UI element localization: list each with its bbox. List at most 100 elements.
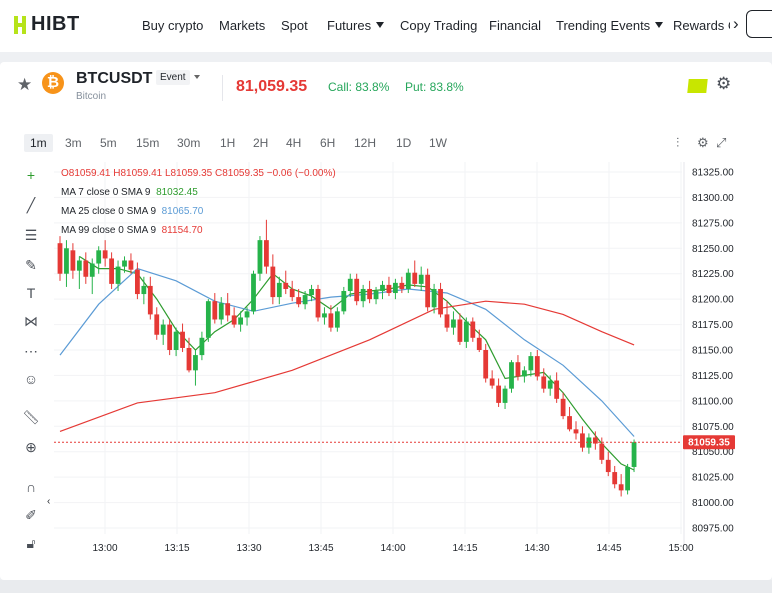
magnet-icon[interactable]: ∩ xyxy=(25,479,37,495)
candle-body-up xyxy=(89,263,95,277)
candle-body-up xyxy=(380,284,385,292)
ma25-legend: MA 25 close 0 SMA 9 81065.70 xyxy=(61,206,203,217)
nav-futures[interactable]: Futures xyxy=(327,18,385,33)
x-tick-label: 14:45 xyxy=(596,543,621,554)
nav-trending-events[interactable]: Trending Events xyxy=(556,18,664,33)
tf-1w[interactable]: 1W xyxy=(429,136,447,150)
candle-body-up xyxy=(547,380,553,389)
ma7-label: MA 7 close 0 SMA 9 xyxy=(61,187,151,198)
tf-30m[interactable]: 30m xyxy=(177,136,201,150)
candle-body-down xyxy=(567,416,572,430)
candle-body-up xyxy=(334,311,340,328)
nav-rewards[interactable]: Rewards C xyxy=(673,18,730,33)
tf-1h[interactable]: 1H xyxy=(220,136,236,150)
bottom-strip xyxy=(0,580,772,593)
symbol-name[interactable]: BTCUSDT xyxy=(76,70,153,87)
candle-body-down xyxy=(515,362,521,377)
candle-body-up xyxy=(522,370,527,377)
candle-body-down xyxy=(554,380,560,399)
lock-icon[interactable]: 🔓︎ xyxy=(26,535,36,551)
ma7-legend: MA 7 close 0 SMA 9 81032.45 xyxy=(61,187,198,198)
tf-3m[interactable]: 3m xyxy=(65,136,82,150)
ruler-icon[interactable]: 📏︎ xyxy=(22,409,40,425)
asset-name: Bitcoin xyxy=(76,91,107,102)
candle-body-up xyxy=(509,362,514,389)
candle-body-up xyxy=(631,442,637,467)
ma25-label: MA 25 close 0 SMA 9 xyxy=(61,206,157,217)
candle-body-up xyxy=(451,319,456,328)
candle-body-up xyxy=(141,285,147,295)
tf-1d[interactable]: 1D xyxy=(396,136,412,150)
chevron-down-icon xyxy=(376,22,385,28)
tf-15m[interactable]: 15m xyxy=(136,136,160,150)
nav-financial[interactable]: Financial xyxy=(489,18,542,33)
brush-icon[interactable]: ✎ xyxy=(25,257,37,273)
candle-body-down xyxy=(541,376,547,389)
nav-spot[interactable]: Spot xyxy=(281,18,308,33)
tf-12h[interactable]: 12H xyxy=(354,136,377,150)
search-box[interactable] xyxy=(746,10,772,38)
y-tick-label: 81150.00 xyxy=(692,346,733,357)
chart-settings-icon[interactable]: ⚙ xyxy=(697,135,709,150)
candle-body-down xyxy=(599,443,605,460)
last-price-tag xyxy=(683,435,735,450)
nav-copy-trading[interactable]: Copy Trading xyxy=(400,18,478,33)
gear-icon[interactable]: ⚙ xyxy=(716,74,732,93)
candle-body-down xyxy=(412,272,418,284)
put-percentage: Put: 83.8% xyxy=(405,80,464,94)
y-tick-label: 81000.00 xyxy=(692,498,734,509)
tf-4h[interactable]: 4H xyxy=(286,136,302,150)
y-tick-label: 81200.00 xyxy=(692,295,734,306)
y-tick-label: 81100.00 xyxy=(692,396,733,407)
nav-buy-crypto[interactable]: Buy crypto xyxy=(142,18,204,33)
hibt-logo[interactable]: HIBT xyxy=(14,13,80,36)
y-tick-label: 81300.00 xyxy=(692,193,734,204)
tf-5m[interactable]: 5m xyxy=(100,136,117,150)
candle-body-up xyxy=(625,466,630,491)
trendline-icon[interactable]: ╱ xyxy=(26,197,36,213)
candle-body-down xyxy=(147,285,153,315)
indicators-icon[interactable]: ⫶ xyxy=(676,135,680,150)
ma99-label: MA 99 close 0 SMA 9 xyxy=(61,225,157,236)
ma99-legend: MA 99 close 0 SMA 9 81154.70 xyxy=(61,225,203,236)
call-percentage: Call: 83.8% xyxy=(328,80,390,94)
candle-body-down xyxy=(83,260,89,277)
candle-body-down xyxy=(128,260,134,270)
candle-body-down xyxy=(328,313,334,328)
nav-markets[interactable]: Markets xyxy=(219,18,266,33)
zoom-in-icon[interactable]: ⊕ xyxy=(25,439,37,455)
candle-body-up xyxy=(405,272,411,289)
x-tick-label: 13:45 xyxy=(308,543,333,554)
candle-body-up xyxy=(96,250,102,264)
candle-body-down xyxy=(354,278,360,302)
crosshair-icon[interactable]: + xyxy=(26,167,36,183)
tf-2h[interactable]: 2H xyxy=(253,136,269,150)
lock-draw-icon[interactable]: ✐ xyxy=(25,507,37,523)
ma-line xyxy=(59,300,635,432)
parallel-lines-icon[interactable]: ☰ xyxy=(24,227,38,243)
fullscreen-icon[interactable]: ⤢ xyxy=(716,135,727,150)
tf-1m[interactable]: 1m xyxy=(24,134,53,152)
candle-body-up xyxy=(276,282,282,298)
last-price-label: 81059.35 xyxy=(688,438,730,449)
candle-body-down xyxy=(399,282,405,289)
candle-body-up xyxy=(322,313,327,318)
measure-icon[interactable]: ⋯ xyxy=(24,343,38,359)
x-tick-label: 14:30 xyxy=(524,543,549,554)
text-icon[interactable]: T xyxy=(26,285,36,301)
bitcoin-icon: ₿ xyxy=(42,72,64,94)
y-tick-label: 81125.00 xyxy=(692,371,733,382)
candle-body-up xyxy=(205,301,211,338)
event-badge[interactable]: Event xyxy=(156,70,190,85)
chevron-down-icon[interactable] xyxy=(194,75,200,79)
candle-body-up xyxy=(76,260,82,271)
candle-body-down xyxy=(580,433,585,448)
tf-6h[interactable]: 6H xyxy=(320,136,336,150)
emoji-icon[interactable]: ☺ xyxy=(23,371,39,387)
candle-body-up xyxy=(115,266,121,284)
nav-next-arrow-icon[interactable]: › xyxy=(733,14,739,33)
candle-body-up xyxy=(173,331,179,350)
pattern-icon[interactable]: ⋈ xyxy=(24,313,38,329)
star-icon[interactable]: ★ xyxy=(17,75,33,94)
